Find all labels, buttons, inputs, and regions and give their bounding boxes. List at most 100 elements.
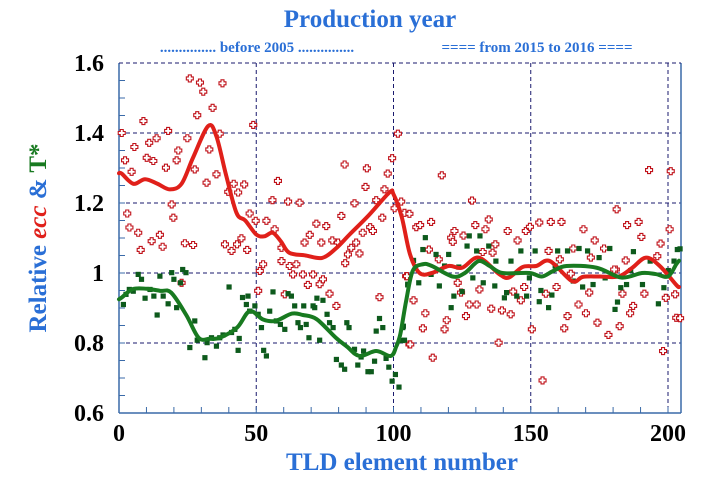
ecc-data-point xyxy=(161,163,170,172)
tstar-data-point xyxy=(138,276,145,282)
ecc-data-point xyxy=(409,296,418,305)
ecc-data-point xyxy=(563,312,572,321)
ecc-data-point xyxy=(361,182,370,191)
tstar-data-point xyxy=(351,346,358,352)
ecc-data-point xyxy=(164,126,173,135)
ecc-data-point xyxy=(459,231,468,240)
tstar-data-point xyxy=(396,384,402,390)
tstar-data-point xyxy=(235,347,241,353)
ecc-smooth-line xyxy=(117,123,681,290)
tstar-data-point xyxy=(135,271,141,277)
ecc-data-point xyxy=(427,217,436,226)
ecc-data-point xyxy=(497,306,506,315)
y-tick-label: 0.8 xyxy=(74,331,104,357)
ecc-data-point xyxy=(318,275,328,284)
tstar-data-point xyxy=(580,284,586,290)
ecc-data-point xyxy=(243,245,252,254)
ecc-data-point xyxy=(340,160,349,169)
ecc-points xyxy=(117,74,685,385)
ecc-data-point xyxy=(149,156,158,166)
ecc-data-point xyxy=(134,228,143,237)
tstar-data-point xyxy=(433,251,439,258)
ecc-data-point xyxy=(612,205,621,214)
tstar-data-point xyxy=(160,293,166,299)
tstar-data-point xyxy=(508,258,514,264)
ecc-data-point xyxy=(604,330,613,339)
tstar-data-point xyxy=(492,283,498,289)
ecc-data-point xyxy=(245,209,254,218)
ecc-data-point xyxy=(475,285,484,294)
axes xyxy=(118,62,682,414)
ecc-data-point xyxy=(259,260,268,269)
tstar-data-point xyxy=(623,281,630,288)
tstar-data-point xyxy=(416,280,422,286)
tstar-data-point xyxy=(326,320,333,326)
ecc-data-point xyxy=(152,134,161,143)
ecc-data-point xyxy=(666,167,675,176)
tstar-data-point xyxy=(480,280,486,286)
ecc-data-point xyxy=(418,324,427,333)
tstar-points xyxy=(120,233,683,390)
ecc-data-point xyxy=(189,240,198,250)
tstar-data-point xyxy=(239,294,246,301)
tstar-data-point xyxy=(386,364,392,370)
ecc-data-point xyxy=(520,282,529,292)
ecc-data-point xyxy=(383,169,392,178)
tstar-data-point xyxy=(314,295,320,301)
ecc-data-point xyxy=(538,376,547,385)
ecc-data-point xyxy=(560,324,569,333)
tstar-data-point xyxy=(518,248,524,254)
ecc-data-point xyxy=(284,197,293,206)
smooth-lines xyxy=(117,123,681,358)
ecc-data-point xyxy=(139,117,148,126)
ecc-data-point xyxy=(268,196,277,205)
ecc-data-point xyxy=(450,226,459,236)
tstar-data-point xyxy=(344,320,350,326)
ecc-data-point xyxy=(254,286,263,295)
ecc-data-point xyxy=(471,221,480,230)
tstar-data-point xyxy=(399,337,405,344)
ecc-data-point xyxy=(461,312,471,321)
ecc-data-point xyxy=(309,270,318,279)
tstar-data-point xyxy=(324,311,330,317)
ecc-data-point xyxy=(240,180,249,189)
ecc-data-point xyxy=(375,293,384,302)
ecc-data-point xyxy=(220,240,230,249)
tstar-data-point xyxy=(677,246,683,252)
tstar-data-point xyxy=(288,293,294,299)
ecc-data-point xyxy=(506,310,515,319)
y-axis-label: Relative ecc & T* xyxy=(25,143,52,332)
ecc-data-point xyxy=(347,243,356,252)
ecc-data-point xyxy=(440,325,449,334)
ecc-data-point xyxy=(618,289,627,298)
y-tick-label: 1.6 xyxy=(74,51,104,77)
tstar-data-point xyxy=(154,312,160,318)
ecc-data-point xyxy=(585,288,594,297)
tstar-data-point xyxy=(448,305,454,311)
ecc-data-point xyxy=(488,248,497,257)
tstar-data-point xyxy=(584,248,591,254)
tstar-data-point xyxy=(194,337,200,343)
ecc-data-point xyxy=(343,250,352,259)
tstar-data-point xyxy=(373,328,379,334)
ecc-data-point xyxy=(298,270,307,279)
tstar-data-point xyxy=(245,293,251,299)
ecc-data-point xyxy=(516,296,525,305)
ecc-data-point xyxy=(167,200,176,209)
ecc-data-point xyxy=(355,249,364,258)
tstar-data-point xyxy=(333,356,340,363)
ecc-data-point xyxy=(546,217,555,226)
tstar-data-point xyxy=(243,301,249,308)
ecc-data-point xyxy=(352,238,361,247)
ecc-data-point xyxy=(212,170,221,179)
ecc-data-point xyxy=(484,215,493,224)
ecc-data-point xyxy=(629,301,638,310)
ecc-data-point xyxy=(569,244,578,253)
ecc-data-point xyxy=(481,225,490,234)
ecc-data-point xyxy=(208,103,217,112)
tstar-data-point xyxy=(151,293,157,299)
ecc-data-point xyxy=(521,226,530,236)
tstar-data-point xyxy=(213,343,220,349)
ecc-data-point xyxy=(285,261,294,271)
ecc-data-point xyxy=(229,179,238,188)
